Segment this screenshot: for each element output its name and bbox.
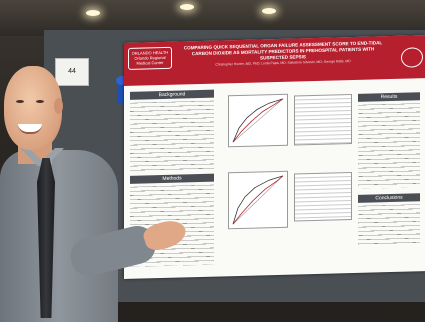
presenter-smile <box>18 124 42 134</box>
roc-curve-chart <box>228 93 288 148</box>
section-results-header: Results <box>358 92 420 102</box>
board-number-card: 44 <box>55 58 89 86</box>
university-seal-logo <box>401 47 423 68</box>
conclusions-text <box>358 204 420 246</box>
presenter-ear <box>54 98 63 114</box>
ceiling-light <box>180 4 194 10</box>
roc-curve-plot <box>232 175 284 225</box>
poster-header: ORLANDO HEALTH Orlando Regional Medical Ce… <box>124 35 425 86</box>
results-text <box>358 103 420 189</box>
ceiling-light <box>262 8 276 14</box>
ceiling-light <box>86 10 100 16</box>
presenter-head <box>4 66 62 150</box>
results-table <box>294 172 352 222</box>
roc-curve-chart <box>228 170 288 230</box>
background-text <box>130 100 214 173</box>
section-conclusions-header: Conclusions <box>358 193 420 203</box>
roc-curve-plot <box>232 98 284 143</box>
necktie <box>37 158 55 318</box>
presenter-eye <box>16 100 24 103</box>
ribbon <box>116 76 127 104</box>
orlando-health-logo: ORLANDO HEALTH Orlando Regional Medical Ce… <box>128 46 172 70</box>
research-poster: ORLANDO HEALTH Orlando Regional Medical Ce… <box>124 35 425 279</box>
presenter-eye <box>36 100 44 103</box>
section-background-header: Background <box>130 89 214 100</box>
results-table <box>294 94 352 146</box>
section-methods-header: Methods <box>130 173 214 184</box>
